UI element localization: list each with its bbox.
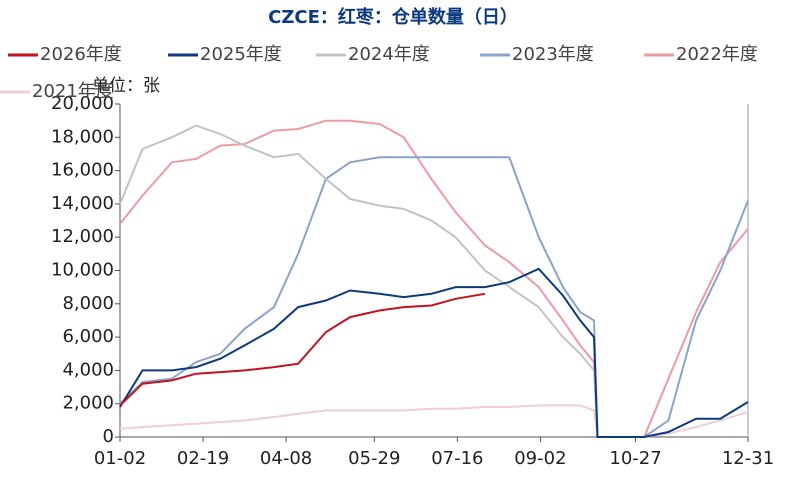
y-tick-label: 16,000: [51, 160, 114, 181]
x-tick-label: 05-29: [348, 448, 400, 469]
chart-title: CZCE：红枣：仓单数量（日）: [268, 6, 518, 28]
data-line: [119, 124, 645, 438]
x-tick-label: 07-16: [431, 448, 483, 469]
y-tick-label: 14,000: [51, 193, 114, 214]
data-line: [119, 119, 749, 438]
legend-label: 2026年度: [40, 44, 122, 65]
x-tick-label: 10-27: [609, 448, 661, 469]
data-line: [119, 267, 749, 438]
legend-label: 2022年度: [676, 44, 758, 65]
x-tick-label: 01-02: [94, 448, 146, 469]
x-tick-label: 04-08: [260, 448, 312, 469]
data-line: [119, 156, 749, 438]
y-tick-label: 18,000: [51, 126, 114, 147]
legend-label: 2023年度: [512, 44, 594, 65]
legend-label: 2021年度: [32, 81, 114, 102]
y-tick-label: 6,000: [62, 326, 114, 347]
y-tick-label: 8,000: [62, 293, 114, 314]
x-tick-label: 12-31: [722, 448, 774, 469]
x-tick-label: 09-02: [514, 448, 566, 469]
y-tick-label: 4,000: [62, 359, 114, 380]
y-tick-label: 20,000: [51, 93, 114, 114]
y-tick-label: 2,000: [62, 393, 114, 414]
legend-label: 2024年度: [348, 44, 430, 65]
y-tick-label: 0: [103, 426, 114, 447]
legend-label: 2025年度: [200, 44, 282, 65]
unit-label: 单位：张: [92, 76, 160, 96]
y-tick-label: 10,000: [51, 260, 114, 281]
data-line: [119, 292, 486, 407]
y-tick-label: 12,000: [51, 226, 114, 247]
data-line: [119, 404, 749, 438]
x-tick-label: 02-19: [177, 448, 229, 469]
